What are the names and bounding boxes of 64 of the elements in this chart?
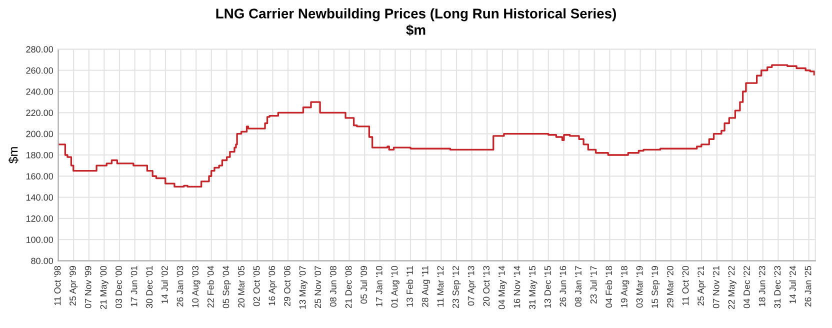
x-tick-label: 21 May '00: [100, 266, 108, 310]
x-tick-label: 07 Nov '99: [84, 266, 92, 308]
x-tick-label: 25 Nov '07: [314, 266, 322, 308]
chart-title: LNG Carrier Newbuilding Prices (Long Run Historical Series): [216, 8, 616, 22]
x-tick-label: 13 Feb '11: [406, 266, 413, 307]
x-tick-label: 28 Aug '11: [422, 266, 430, 307]
chart-subtitle: $m: [406, 24, 426, 36]
y-tick-label: 100.00: [26, 236, 54, 243]
x-tick-label: 11 Oct '20: [682, 266, 689, 306]
x-tick-label: 04 Dec '22: [744, 266, 750, 308]
x-tick-label: 17 Jun '01: [130, 266, 138, 306]
x-tick-label: 25 Apr '21: [698, 266, 706, 306]
x-tick-label: 07 Apr '13: [468, 266, 476, 306]
x-tick-label: 30 Dec '01: [146, 266, 153, 308]
y-tick-label: 80.00: [31, 258, 54, 264]
y-axis-title: $m: [8, 147, 18, 164]
y-tick-label: 200.00: [26, 130, 54, 138]
x-tick-label: 14 Jul '24: [789, 266, 796, 304]
x-tick-label: 17 Jan '10: [376, 266, 382, 306]
x-tick-label: 14 Jul '02: [161, 266, 168, 304]
x-tick-label: 05 Sep '04: [222, 266, 231, 308]
x-tick-label: 29 Mar '20: [666, 266, 674, 308]
x-tick-label: 08 Jun '08: [330, 266, 336, 307]
x-tick-label: 26 Jan '25: [804, 266, 812, 307]
x-tick-label: 26 Jun '16: [560, 266, 566, 307]
x-tick-label: 05 Jul '09: [360, 266, 368, 304]
y-tick-label: 260.00: [26, 67, 54, 74]
x-tick-label: 22 Feb '04: [207, 266, 214, 308]
y-tick-label: 180.00: [26, 152, 54, 158]
x-tick-label: 26 Jan '03: [176, 266, 184, 307]
x-tick-label: 03 Dec '00: [116, 266, 122, 308]
y-tick-label: 220.00: [26, 110, 54, 116]
x-tick-label: 25 Apr '99: [70, 266, 78, 306]
x-tick-label: 18 Jun '23: [758, 266, 766, 306]
x-tick-label: 04 Feb '18: [605, 266, 612, 308]
x-tick-label: 13 May '07: [299, 266, 308, 309]
x-tick-label: 08 Jan '17: [575, 266, 582, 307]
x-tick-label: 01 Aug '10: [391, 266, 400, 308]
y-tick-label: 140.00: [26, 194, 54, 201]
x-tick-label: 31 May '15: [529, 266, 538, 310]
x-tick-label: 23 Sep '12: [452, 266, 461, 308]
x-tick-label: 02 Oct '05: [253, 266, 260, 306]
y-tick-label: 240.00: [26, 88, 54, 95]
x-tick-label: 04 May '14: [498, 266, 507, 310]
x-tick-label: 19 Aug '18: [621, 266, 630, 308]
x-tick-label: 03 Mar '19: [636, 266, 643, 308]
x-tick-label: 21 Dec '08: [345, 266, 352, 308]
y-tick-label: 120.00: [26, 215, 54, 222]
y-tick-label: 160.00: [26, 173, 54, 180]
x-tick-label: 13 Dec '15: [544, 266, 551, 308]
y-tick-label: 280.00: [26, 46, 54, 53]
x-tick-label: 23 Jul '17: [590, 266, 597, 304]
x-tick-label: 11 Oct '98: [54, 266, 61, 306]
x-tick-label: 07 Nov '21: [712, 266, 720, 308]
x-tick-label: 22 May '22: [728, 266, 736, 310]
x-tick-label: 29 Oct '06: [284, 266, 290, 306]
x-tick-label: 20 Mar '05: [238, 266, 244, 308]
x-tick-label: 16 Nov '14: [514, 266, 520, 308]
x-tick-label: 10 Aug '03: [192, 266, 200, 308]
x-tick-label: 31 Dec '23: [774, 266, 781, 308]
x-tick-label: 20 Oct '13: [483, 266, 490, 306]
x-tick-label: 15 Sep '19: [652, 266, 660, 308]
x-tick-label: 16 Apr '06: [268, 266, 277, 306]
x-tick-label: 11 Mar '12: [437, 266, 444, 307]
